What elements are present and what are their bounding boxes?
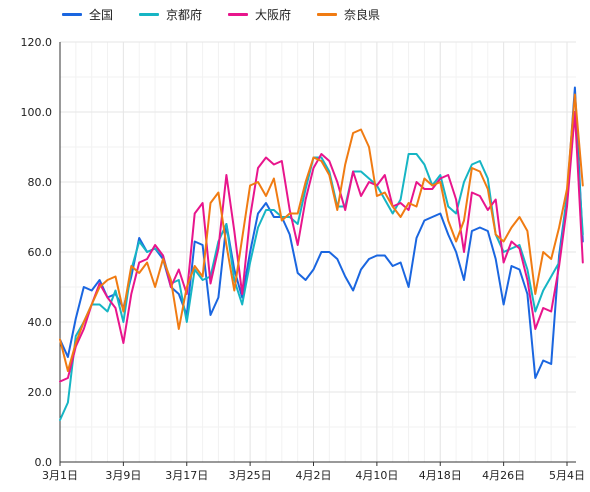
- x-tick-label: 3月1日: [42, 469, 78, 482]
- chart-axes: [59, 42, 576, 466]
- series-line-osaka: [59, 111, 584, 383]
- legend-item-national[interactable]: 全国: [62, 6, 113, 23]
- chart-legend: 全国 京都府 大阪府 奈良県: [62, 6, 380, 23]
- chart-series: [59, 86, 584, 421]
- chart-grid: [59, 41, 576, 462]
- x-tick-label: 3月25日: [229, 469, 272, 482]
- y-tick-label: 20.0: [28, 386, 53, 399]
- y-tick-label: 80.0: [28, 176, 53, 189]
- legend-label-osaka: 大阪府: [255, 8, 292, 22]
- x-tick-label: 3月17日: [165, 469, 208, 482]
- legend-swatch-nara: [317, 13, 338, 16]
- legend-label-kyoto: 京都府: [166, 8, 203, 22]
- legend-label-national: 全国: [89, 8, 114, 22]
- y-tick-label: 100.0: [21, 106, 53, 119]
- series-line-nara: [59, 93, 584, 372]
- x-tick-label: 5月4日: [549, 469, 585, 482]
- x-tick-label: 4月10日: [355, 469, 398, 482]
- chart-tick-labels: 0.0 20.0 40.0 60.0 80.0 100.0 120.0 3月1日 3月9日 3月1…: [21, 36, 586, 482]
- series-line-national: [59, 86, 584, 379]
- x-tick-label: 4月26日: [482, 469, 525, 482]
- legend-label-nara: 奈良県: [344, 8, 381, 22]
- legend-swatch-osaka: [228, 13, 249, 16]
- legend-item-kyoto[interactable]: 京都府: [139, 6, 202, 23]
- y-tick-label: 60.0: [28, 246, 53, 259]
- x-tick-label: 3月9日: [105, 469, 141, 482]
- legend-item-osaka[interactable]: 大阪府: [228, 6, 291, 23]
- x-tick-label: 4月18日: [419, 469, 462, 482]
- y-tick-label: 40.0: [28, 316, 53, 329]
- x-tick-label: 4月2日: [296, 469, 332, 482]
- y-tick-label: 120.0: [21, 36, 53, 49]
- legend-item-nara[interactable]: 奈良県: [317, 6, 380, 23]
- legend-swatch-kyoto: [139, 13, 160, 16]
- y-tick-label: 0.0: [35, 456, 53, 469]
- legend-swatch-national: [62, 13, 82, 16]
